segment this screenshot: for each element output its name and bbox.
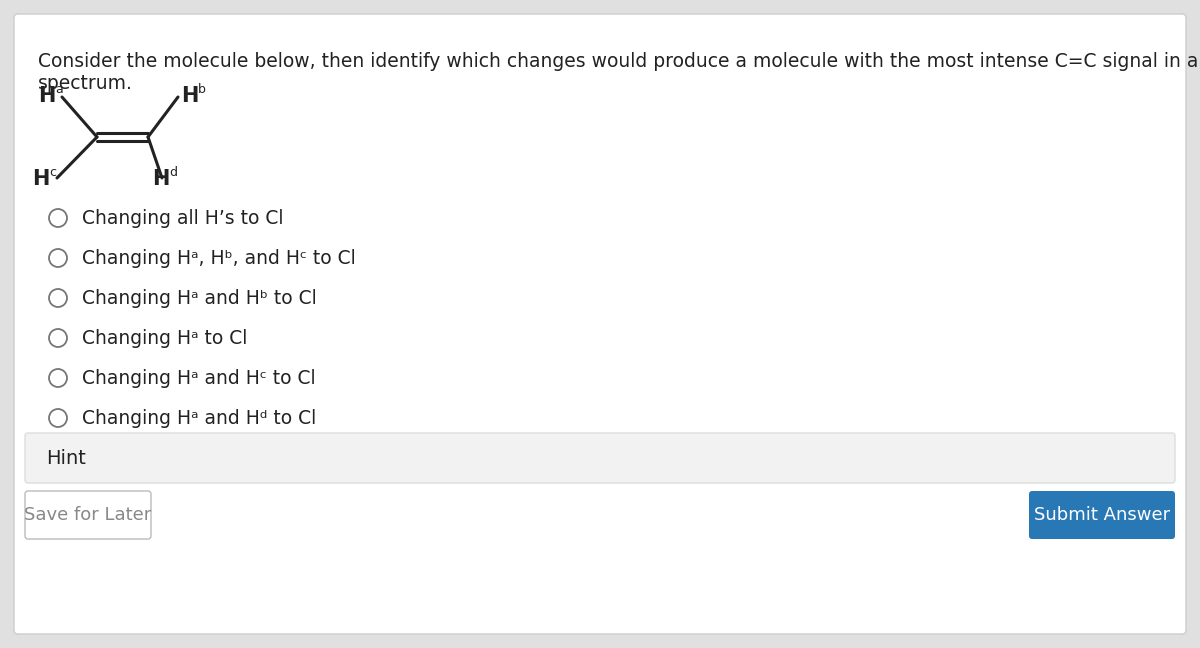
Text: H: H <box>32 169 49 189</box>
Circle shape <box>49 249 67 267</box>
Text: Changing all H’s to Cl: Changing all H’s to Cl <box>82 209 283 227</box>
Circle shape <box>49 409 67 427</box>
Text: Changing Hᵃ and Hᵇ to Cl: Changing Hᵃ and Hᵇ to Cl <box>82 288 317 308</box>
Text: Changing Hᵃ and Hᶜ to Cl: Changing Hᵃ and Hᶜ to Cl <box>82 369 316 388</box>
Circle shape <box>49 289 67 307</box>
Text: a: a <box>55 83 62 96</box>
Text: H: H <box>38 86 55 106</box>
Circle shape <box>49 209 67 227</box>
Text: Hint: Hint <box>46 448 86 467</box>
Text: Changing Hᵃ and Hᵈ to Cl: Changing Hᵃ and Hᵈ to Cl <box>82 408 317 428</box>
FancyBboxPatch shape <box>25 491 151 539</box>
FancyBboxPatch shape <box>25 433 1175 483</box>
Text: Changing Hᵃ, Hᵇ, and Hᶜ to Cl: Changing Hᵃ, Hᵇ, and Hᶜ to Cl <box>82 248 355 268</box>
Text: b: b <box>198 83 206 96</box>
FancyBboxPatch shape <box>14 14 1186 634</box>
Circle shape <box>49 369 67 387</box>
Text: Save for Later: Save for Later <box>24 506 151 524</box>
Text: H: H <box>152 169 169 189</box>
Text: c: c <box>49 166 56 179</box>
FancyBboxPatch shape <box>1030 491 1175 539</box>
Circle shape <box>49 329 67 347</box>
Text: Submit Answer: Submit Answer <box>1034 506 1170 524</box>
Text: H: H <box>181 86 198 106</box>
Text: spectrum.: spectrum. <box>38 74 133 93</box>
Text: d: d <box>169 166 178 179</box>
Text: Consider the molecule below, then identify which changes would produce a molecul: Consider the molecule below, then identi… <box>38 52 1200 71</box>
Text: Changing Hᵃ to Cl: Changing Hᵃ to Cl <box>82 329 247 347</box>
